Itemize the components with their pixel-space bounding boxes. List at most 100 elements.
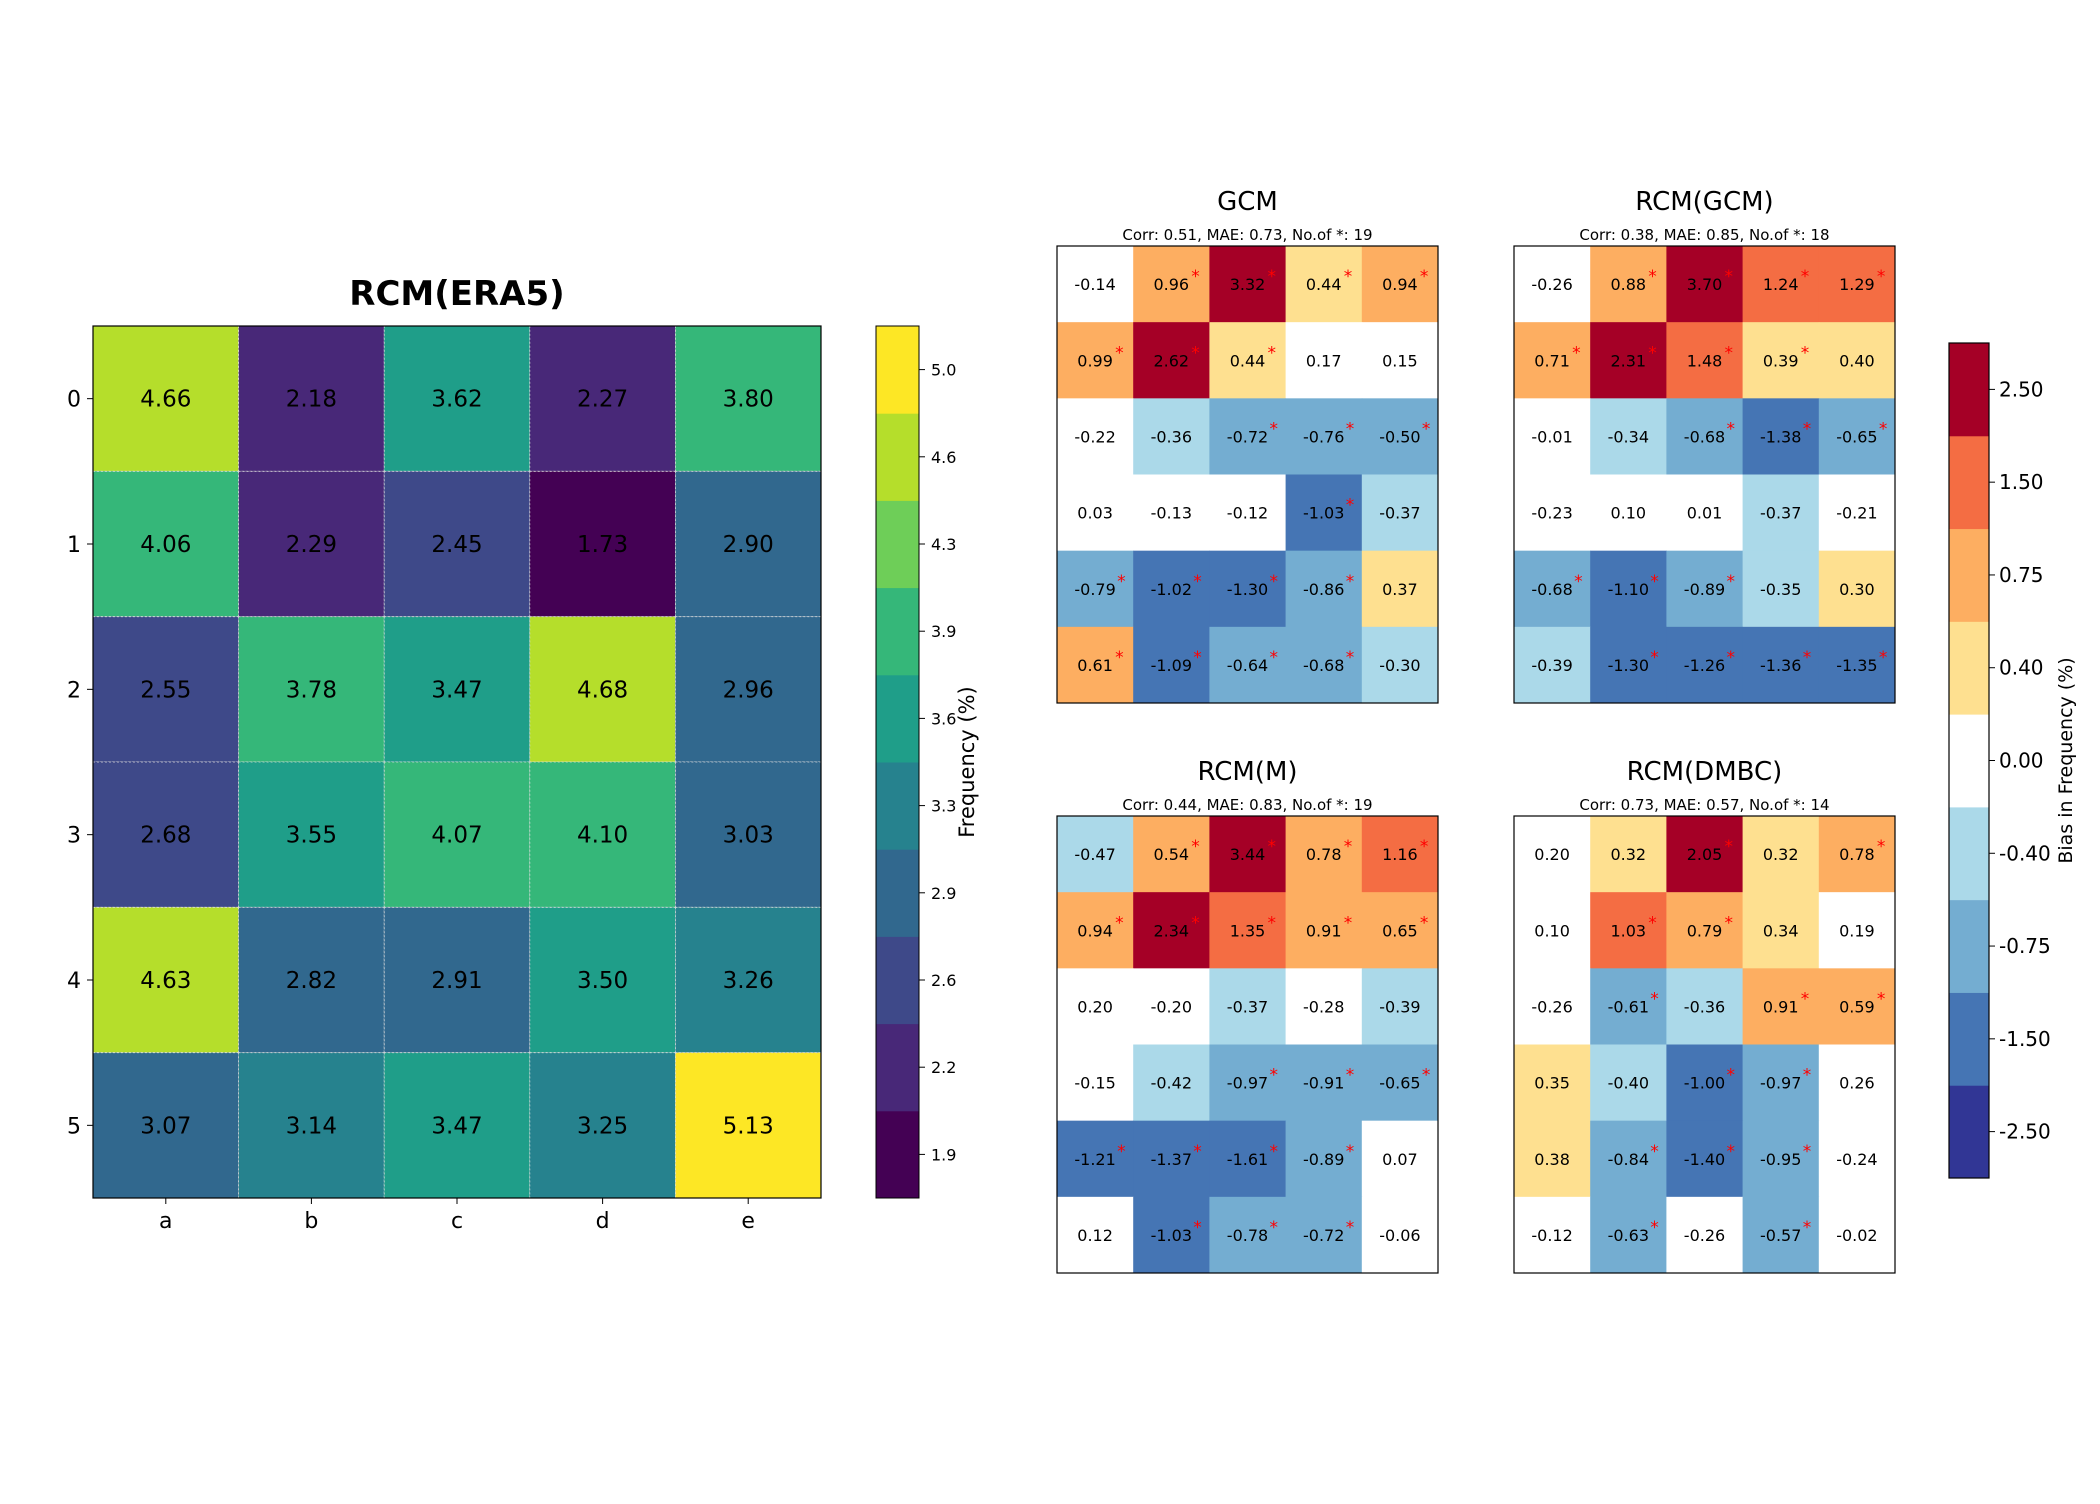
colorbar-tick-label: 3.9 [931,622,956,641]
bias-cell [1666,474,1744,552]
heatmap-cell [675,470,822,618]
significance-marker: * [1117,572,1126,592]
bias-cell-value: -1.09 [1151,656,1192,675]
bias-cell [1666,550,1744,628]
heatmap-cell-value: 3.47 [431,1113,482,1139]
bias-cell [1209,246,1287,323]
bias-cell-value: 1.29 [1839,275,1875,294]
bias-cell-value: -1.30 [1608,656,1649,675]
panel-subtitle: Corr: 0.38, MAE: 0.85, No.of *: 18 [1579,226,1829,244]
colorbar-tick-label: 2.2 [931,1058,956,1077]
bias-cell-value: 0.94 [1077,921,1113,940]
significance-marker: * [1803,648,1812,668]
bias-cell-value: -1.38 [1760,427,1801,446]
bias-cell [1742,626,1820,704]
panel-title: RCM(GCM) [1635,187,1773,217]
bias-cell-value: 0.78 [1306,845,1342,864]
heatmap-cell-value: 3.03 [723,823,774,849]
bias-cell [1361,246,1439,323]
colorbar-tick-label: 0.40 [1999,656,2044,680]
bias-cell [1209,892,1287,969]
colorbar-segment [876,587,919,676]
bias-cell [1209,474,1287,552]
bias-cell [1590,474,1667,552]
bias-cell [1209,322,1287,399]
significance-marker: * [1115,648,1124,668]
colorbar-segment [876,936,919,1025]
heatmap-cell [675,1052,822,1199]
heatmap-cell [238,616,385,763]
bias-cell-value: 0.10 [1610,504,1646,523]
frequency-colorbar: 1.9 2.2 2.6 2.9 3.3 3.6 3.9 4.3 4.6 5.0 Frequency … [875,325,979,1199]
bias-cell-value: -0.76 [1303,427,1344,446]
bias-cell [1057,550,1134,628]
significance-marker: * [1346,1066,1355,1086]
bias-cell-value: -1.03 [1151,1226,1192,1245]
bias-cell-value: -0.61 [1608,997,1649,1016]
bias-cell-value: -0.47 [1074,845,1115,864]
colorbar-tick-label: 2.50 [1999,377,2044,401]
bias-cell-value: -0.37 [1227,997,1268,1016]
bias-cell [1514,1044,1591,1122]
x-tick-label: c [451,1209,463,1234]
colorbar-tick-label: -2.50 [1999,1120,2051,1144]
bias-cell-value: -0.42 [1151,1074,1192,1093]
bias-cell [1361,474,1439,552]
bias-cell [1742,550,1820,628]
bias-cell-value: -1.02 [1151,580,1192,599]
significance-marker: * [1268,913,1277,933]
significance-marker: * [1191,267,1200,287]
bias-cell-value: -1.03 [1303,504,1344,523]
heatmap-cell-value: 2.45 [431,532,482,558]
bias-cell [1742,1044,1820,1122]
bias-cell-value: -0.28 [1303,997,1344,1016]
bias-cell [1057,322,1134,399]
bias-cell [1133,474,1210,552]
bias-cell [1818,246,1896,323]
significance-marker: * [1420,267,1429,287]
bias-cell-value: -0.14 [1074,275,1115,294]
bias-cell-value: -0.50 [1379,427,1420,446]
bias-cell-value: -0.84 [1608,1150,1649,1169]
bias-cell-value: 0.88 [1610,275,1646,294]
colorbar-segment [1949,528,1989,622]
bias-cell-value: -0.89 [1303,1150,1344,1169]
significance-marker: * [1650,1218,1659,1238]
bias-cell-value: 0.37 [1382,580,1418,599]
colorbar-segment [876,1023,919,1112]
bias-cell [1514,1196,1591,1274]
bias-cell [1209,1120,1287,1198]
colorbar-tick-label: 0.75 [1999,563,2044,587]
bias-cell-value: 0.34 [1763,921,1799,940]
bias-cell-value: 0.15 [1382,351,1418,370]
bias-cell-value: -1.26 [1684,656,1725,675]
colorbar-segment [876,326,919,414]
bias-cell-value: -0.78 [1227,1226,1268,1245]
bias-cell-value: -1.21 [1074,1150,1115,1169]
bias-cell [1361,322,1439,399]
significance-marker: * [1270,1218,1279,1238]
bias-cell-value: 0.61 [1077,656,1113,675]
significance-marker: * [1191,913,1200,933]
significance-marker: * [1270,1142,1279,1162]
heatmap-cell [238,470,385,618]
bias-cell [1742,1196,1820,1274]
bias-cell [1514,550,1591,628]
bias-cell [1285,1044,1363,1122]
heatmap-cell-value: 1.73 [577,532,628,558]
bias-cell [1133,1044,1210,1122]
panel-frame [1513,815,1896,1274]
panel-subtitle: Corr: 0.73, MAE: 0.57, No.of *: 14 [1579,796,1829,814]
y-tick-label: 1 [67,533,81,558]
bias-cell [1361,816,1439,893]
bias-cell [1590,550,1667,628]
heatmap-cell [529,906,676,1054]
heatmap-cell [238,325,385,472]
bias-cell [1818,550,1896,628]
bias-cell-value: 0.44 [1230,351,1266,370]
bias-cell [1057,816,1134,893]
bias-cell [1666,1044,1744,1122]
bias-cell [1514,892,1591,969]
significance-marker: * [1193,648,1202,668]
bias-cell-value: -0.26 [1531,275,1572,294]
